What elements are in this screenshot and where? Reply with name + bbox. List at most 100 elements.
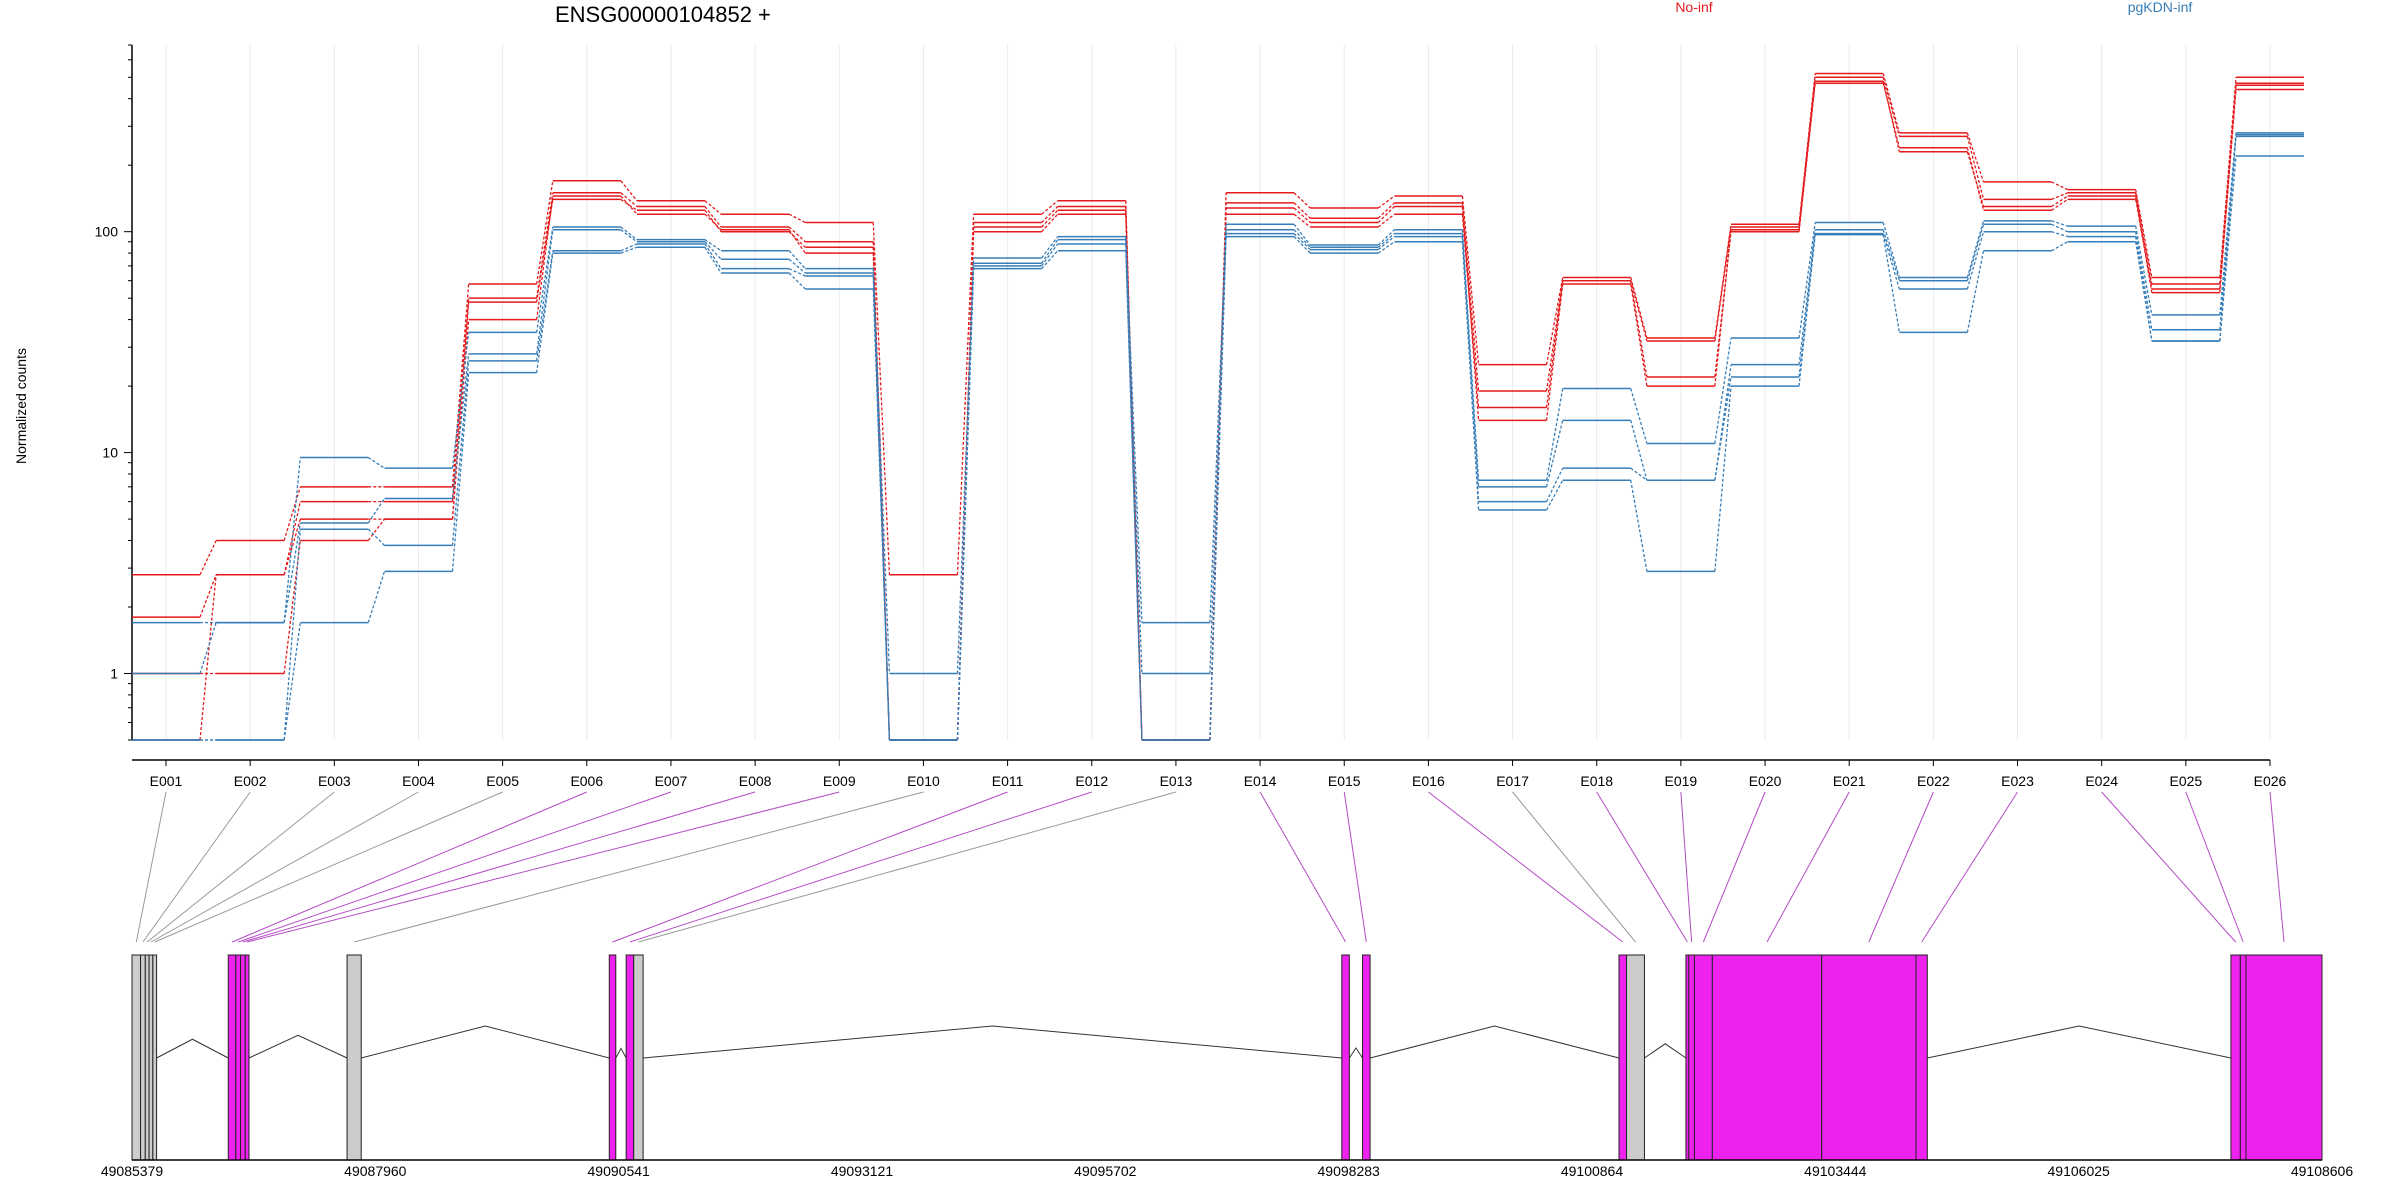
exon-box: [148, 954, 154, 1161]
y-tick-label: 100: [95, 224, 119, 240]
series-connector: [620, 229, 638, 243]
genomic-tick-label: 49087960: [344, 1163, 407, 1179]
exon-connector: [1680, 791, 1693, 943]
genomic-tick-label: 49106025: [2048, 1163, 2111, 1179]
x-tick-label: E026: [2254, 773, 2287, 789]
exon-box: [240, 954, 246, 1161]
exon-connector: [154, 791, 503, 943]
exon-box: [140, 954, 146, 1161]
x-tick-label: E007: [655, 773, 688, 789]
series-connector: [872, 222, 891, 575]
series-connector: [1293, 229, 1311, 248]
exon-box: [1618, 954, 1628, 1161]
x-tick-label: E003: [318, 773, 351, 789]
series-connector: [704, 239, 722, 252]
series-connector: [704, 243, 722, 270]
series-connector: [620, 246, 638, 254]
x-tick-label: E021: [1833, 773, 1866, 789]
series-connector: [1966, 136, 1985, 200]
exon-connector: [629, 791, 1092, 943]
series-connector: [788, 268, 806, 277]
x-tick-label: E004: [402, 773, 435, 789]
series-connector: [704, 241, 722, 260]
series-connector: [451, 372, 470, 572]
x-tick-label: E008: [739, 773, 772, 789]
series-connector: [367, 518, 385, 541]
legend-label-no-inf: No-inf: [1675, 0, 1712, 15]
x-tick-label: E011: [992, 773, 1024, 789]
series-connector: [2051, 181, 2068, 191]
series-connector: [451, 360, 470, 546]
exon-connector: [1259, 791, 1347, 943]
series-connector: [2051, 220, 2068, 227]
series-connector: [2219, 134, 2237, 330]
exon-box: [1626, 954, 1645, 1161]
series-connector: [1882, 229, 1900, 281]
series-connector: [1209, 236, 1227, 741]
series-connector: [1966, 151, 1985, 207]
series-connector: [1630, 277, 1648, 339]
exon-connector: [1428, 791, 1624, 943]
series-connector: [704, 200, 722, 215]
exon-box: [144, 954, 150, 1161]
series-connector: [1377, 195, 1395, 209]
series-connector: [199, 574, 217, 618]
series-connector: [620, 198, 638, 211]
exon-box: [227, 954, 237, 1161]
series-line: [132, 72, 2304, 741]
series-connector: [1125, 239, 1143, 674]
series-connector: [283, 529, 301, 741]
exon-box: [608, 954, 617, 1161]
intron: [156, 1038, 229, 1059]
series-connector: [1125, 206, 1143, 741]
series-connector: [1377, 241, 1395, 254]
exon-connector: [612, 791, 1008, 943]
legend-label-pgkdn-inf: pgKDN-inf: [2128, 0, 2193, 15]
intron: [248, 1034, 348, 1059]
series-connector: [620, 180, 638, 202]
exon-box: [1362, 954, 1371, 1161]
genomic-tick-label: 49095702: [1074, 1163, 1137, 1179]
x-tick-label: E009: [823, 773, 856, 789]
series-connector: [283, 486, 301, 541]
x-tick-label: E025: [2169, 773, 2202, 789]
series-connector: [1377, 233, 1395, 248]
series-connector: [620, 243, 638, 252]
series-connector: [1545, 420, 1564, 487]
series-connector: [2051, 198, 2069, 211]
exon-connector: [1766, 791, 1850, 943]
series-connector: [1882, 77, 1900, 137]
series-connector: [1714, 376, 1732, 481]
series-connector: [451, 353, 470, 499]
series-connector: [1377, 236, 1395, 251]
exon-box: [235, 954, 242, 1161]
series-connector: [1461, 214, 1480, 408]
series-connector: [1630, 283, 1648, 387]
series-connector: [704, 209, 722, 233]
series-connector: [1630, 467, 1648, 481]
series-connector: [1882, 83, 1900, 148]
series-connector: [1209, 229, 1227, 674]
exon-connector: [247, 791, 840, 943]
y-axis: 1 10 100: [95, 44, 133, 741]
series-connector: [788, 213, 806, 224]
series-connector: [2219, 136, 2237, 342]
series-connector: [1882, 81, 1900, 152]
genomic-tick-label: 49103444: [1804, 1163, 1867, 1179]
exon-connector: [1512, 791, 1636, 943]
series-connector: [2135, 231, 2153, 330]
series-connector: [535, 195, 554, 320]
series-connector: [620, 192, 638, 208]
exon-connector: [1868, 791, 1934, 943]
series-connector: [2219, 155, 2237, 342]
y-axis-title: Normalized counts: [13, 348, 29, 464]
exon-connector: [242, 791, 756, 943]
series-connector: [283, 522, 301, 623]
series-connector: [1293, 207, 1311, 224]
intron: [1927, 1025, 2232, 1059]
x-tick-label: E012: [1075, 773, 1108, 789]
series-connector: [1041, 250, 1059, 270]
x-tick-label: E019: [1665, 773, 1698, 789]
series-connector: [1714, 229, 1732, 387]
series-connector: [1461, 206, 1480, 421]
